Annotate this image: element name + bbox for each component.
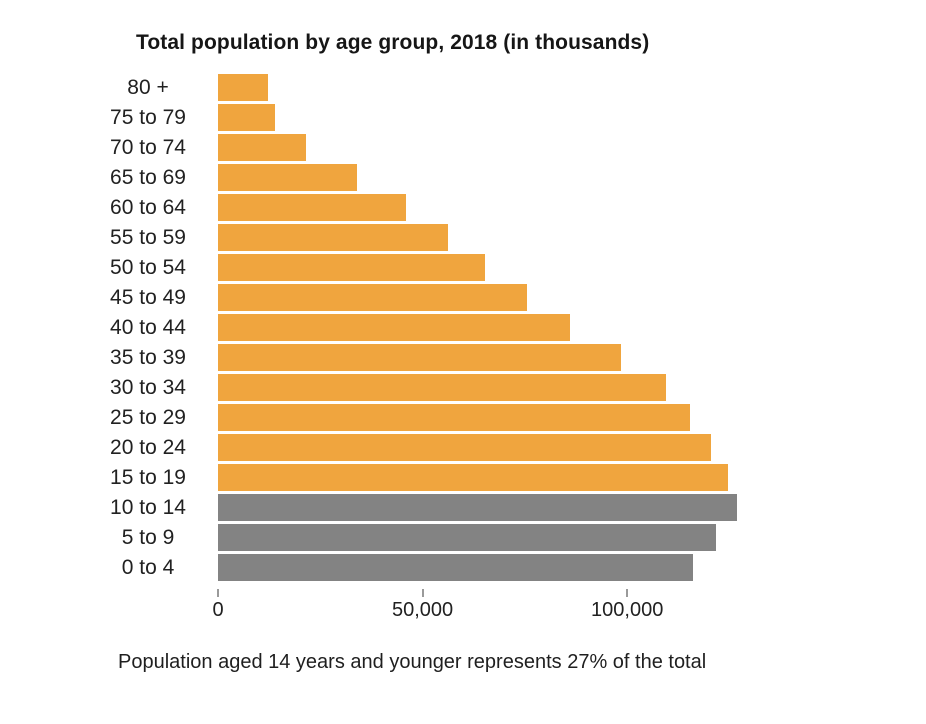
population-bar [218,554,693,581]
population-bar [218,404,690,431]
age-group-label: 10 to 14 [110,496,186,519]
age-group-label: 35 to 39 [110,346,186,369]
population-bar [218,524,716,551]
age-group-label: 20 to 24 [110,436,186,459]
population-bar [218,224,449,251]
population-bar [218,344,621,371]
x-axis-tick [217,589,219,597]
x-axis-tick-label: 100,000 [591,599,664,621]
age-group-label: 5 to 9 [121,526,175,549]
population-bar [218,134,306,161]
population-bar [218,464,729,491]
age-group-label: 15 to 19 [110,466,186,489]
population-bar [218,104,275,131]
age-group-label: 50 to 54 [110,256,186,279]
population-bar [218,434,712,461]
population-bar [218,254,485,281]
age-group-label: 60 to 64 [110,196,186,219]
chart-caption: Population aged 14 years and younger rep… [118,651,707,673]
chart-title: Total population by age group, 2018 (in … [136,31,650,54]
age-group-label: 75 to 79 [110,106,186,129]
age-group-label: 55 to 59 [110,226,186,249]
population-bar [218,284,527,311]
age-group-label: 70 to 74 [110,136,186,159]
population-bar [218,194,407,221]
population-bar [218,164,358,191]
age-group-label: 80 + [127,76,169,99]
age-group-label: 0 to 4 [121,556,175,579]
x-axis-tick-label: 0 [212,599,224,621]
age-group-label: 40 to 44 [110,316,186,339]
x-axis-tick [421,589,424,597]
population-bar [218,374,666,401]
age-group-label: 45 to 49 [110,286,186,309]
population-bar [218,314,570,341]
x-axis-tick-label: 50,000 [392,599,454,621]
x-axis-tick [626,589,629,597]
population-bar [218,74,268,101]
population-bar [218,494,738,521]
age-group-label: 25 to 29 [110,406,186,429]
age-group-label: 30 to 34 [110,376,186,399]
age-group-label: 65 to 69 [110,166,186,189]
